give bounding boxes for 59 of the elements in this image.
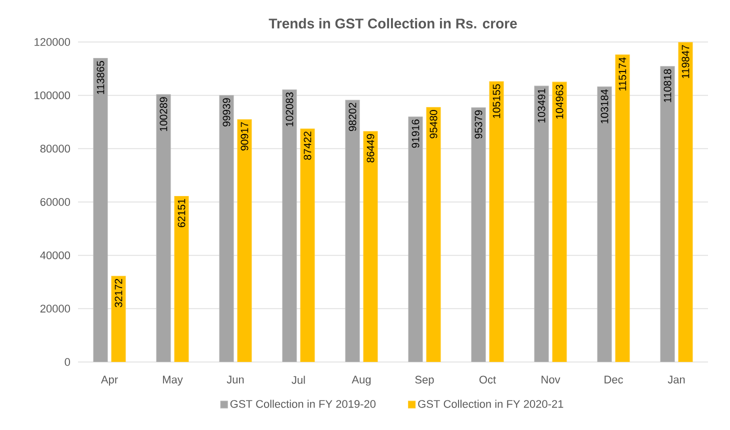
bar xyxy=(471,107,486,362)
y-tick-label: 60000 xyxy=(40,198,70,206)
legend-label: GST Collection in FY 2020-21 xyxy=(418,400,564,408)
y-tick-label: 120000 xyxy=(34,38,70,46)
data-label: 103184 xyxy=(600,89,608,124)
chart-title: Trends in GST Collection in Rs. crore xyxy=(268,18,517,28)
data-label: 104963 xyxy=(556,84,564,119)
bar xyxy=(426,107,441,362)
y-tick-label: 0 xyxy=(64,358,70,366)
data-label: 110818 xyxy=(664,69,672,102)
bar xyxy=(552,82,567,362)
bar xyxy=(282,89,297,362)
data-label: 95379 xyxy=(474,110,482,139)
data-label: 115174 xyxy=(618,57,626,91)
bar xyxy=(660,66,675,362)
data-label: 119847 xyxy=(682,45,690,78)
data-label: 62151 xyxy=(178,198,186,228)
data-label: 100289 xyxy=(160,97,168,131)
data-label: 32172 xyxy=(114,278,122,308)
bar xyxy=(363,131,378,362)
x-tick-label: Jul xyxy=(292,376,305,384)
bar xyxy=(156,94,171,362)
data-label: 99939 xyxy=(222,98,230,126)
data-label: 102083 xyxy=(286,92,294,126)
x-tick-label: Dec xyxy=(604,376,623,384)
x-tick-label: Jun xyxy=(226,376,244,384)
legend-label: GST Collection in FY 2019-20 xyxy=(230,400,376,408)
bar xyxy=(597,86,612,362)
data-label: 90917 xyxy=(240,122,248,150)
x-tick-label: Sep xyxy=(415,376,434,386)
y-tick-label: 80000 xyxy=(40,144,70,153)
bar xyxy=(534,86,549,362)
bar xyxy=(237,119,252,362)
x-tick-label: Nov xyxy=(542,376,560,384)
x-tick-label: Oct xyxy=(479,376,496,384)
bar xyxy=(219,95,234,362)
data-label: 98202 xyxy=(348,102,356,132)
bar xyxy=(489,81,504,362)
x-tick-label: Jan xyxy=(668,376,685,384)
y-tick-label: 100000 xyxy=(34,91,70,100)
x-tick-label: May xyxy=(163,376,183,386)
bar xyxy=(174,196,189,362)
x-tick-label: Aug xyxy=(352,376,371,386)
bar xyxy=(615,54,630,362)
data-label: 91916 xyxy=(412,120,420,148)
bar xyxy=(408,116,423,362)
bar xyxy=(93,58,108,362)
bar xyxy=(678,42,693,362)
y-tick-label: 20000 xyxy=(40,304,70,313)
x-tick-label: Apr xyxy=(100,376,118,386)
bar xyxy=(300,128,315,362)
bar xyxy=(345,100,360,362)
data-label: 87422 xyxy=(304,132,312,160)
data-label: 95480 xyxy=(430,110,438,138)
y-tick-label: 40000 xyxy=(40,251,70,260)
data-label: 103491 xyxy=(538,88,546,122)
data-label: 105155 xyxy=(492,84,500,118)
data-label: 113865 xyxy=(96,61,104,94)
data-label: 86449 xyxy=(366,134,374,162)
